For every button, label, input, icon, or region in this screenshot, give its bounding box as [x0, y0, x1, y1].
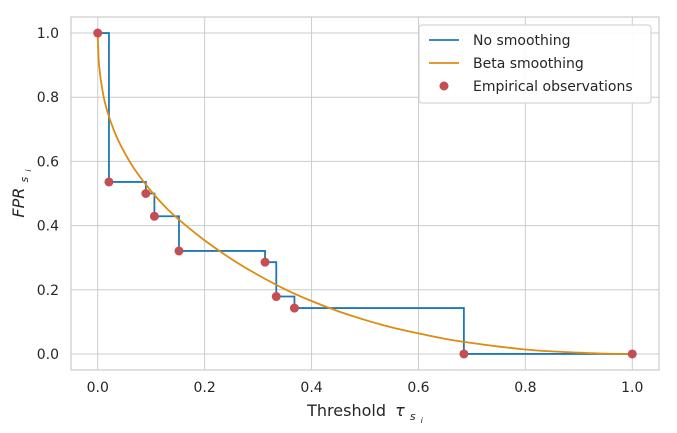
empirical-point: [627, 349, 637, 359]
x-axis-label-symbol: τ: [395, 401, 405, 420]
y-tick-label: 0.6: [37, 154, 59, 170]
empirical-point: [174, 246, 184, 256]
empirical-point: [104, 177, 114, 187]
x-axis-label: Threshold τ s i: [306, 401, 424, 425]
legend-swatch-empirical-observations: [439, 81, 449, 91]
empirical-point: [260, 257, 270, 267]
y-axis-label: FPR s i: [9, 169, 33, 218]
series-layer: [93, 28, 637, 359]
y-tick-label: 0.0: [37, 347, 59, 363]
y-axis-label-subsub: i: [24, 169, 33, 172]
beta-smoothing-line: [96, 33, 633, 355]
y-tick-label: 0.8: [37, 90, 59, 106]
empirical-point: [93, 28, 103, 38]
no-smoothing-line: [97, 32, 633, 355]
plot-area: [70, 16, 660, 371]
x-tick-label: 0.2: [194, 380, 216, 396]
y-tick-label: 0.4: [37, 219, 59, 235]
y-tick-label: 0.2: [37, 283, 59, 299]
legend-label-no-smoothing: No smoothing: [473, 33, 571, 49]
y-axis-label-text: FPR: [9, 188, 28, 218]
legend-label-empirical-observations: Empirical observations: [473, 79, 633, 95]
empirical-point: [289, 303, 299, 313]
x-tick-label: 0.0: [87, 380, 109, 396]
x-axis-label-subsub: i: [421, 416, 424, 425]
y-tick-label: 1.0: [37, 26, 59, 42]
legend: No smoothing Beta smoothing Empirical ob…: [418, 24, 652, 104]
empirical-point: [459, 349, 469, 359]
empirical-point: [271, 292, 281, 302]
empirical-point: [149, 211, 159, 221]
y-axis-label-sub: s: [18, 177, 31, 183]
legend-box: [418, 24, 652, 104]
x-axis-ticks: 0.0 0.2 0.4 0.6 0.8 1.0: [87, 380, 644, 396]
x-axis-label-sub: s: [410, 410, 416, 423]
x-tick-label: 0.6: [407, 380, 429, 396]
x-axis-label-text: Threshold: [306, 401, 386, 420]
x-tick-label: 1.0: [621, 380, 643, 396]
y-axis-ticks: 0.0 0.2 0.4 0.6 0.8 1.0: [37, 26, 59, 363]
x-tick-label: 0.8: [514, 380, 536, 396]
empirical-point: [141, 189, 151, 198]
x-tick-label: 0.4: [300, 380, 322, 396]
legend-label-beta-smoothing: Beta smoothing: [473, 56, 584, 72]
